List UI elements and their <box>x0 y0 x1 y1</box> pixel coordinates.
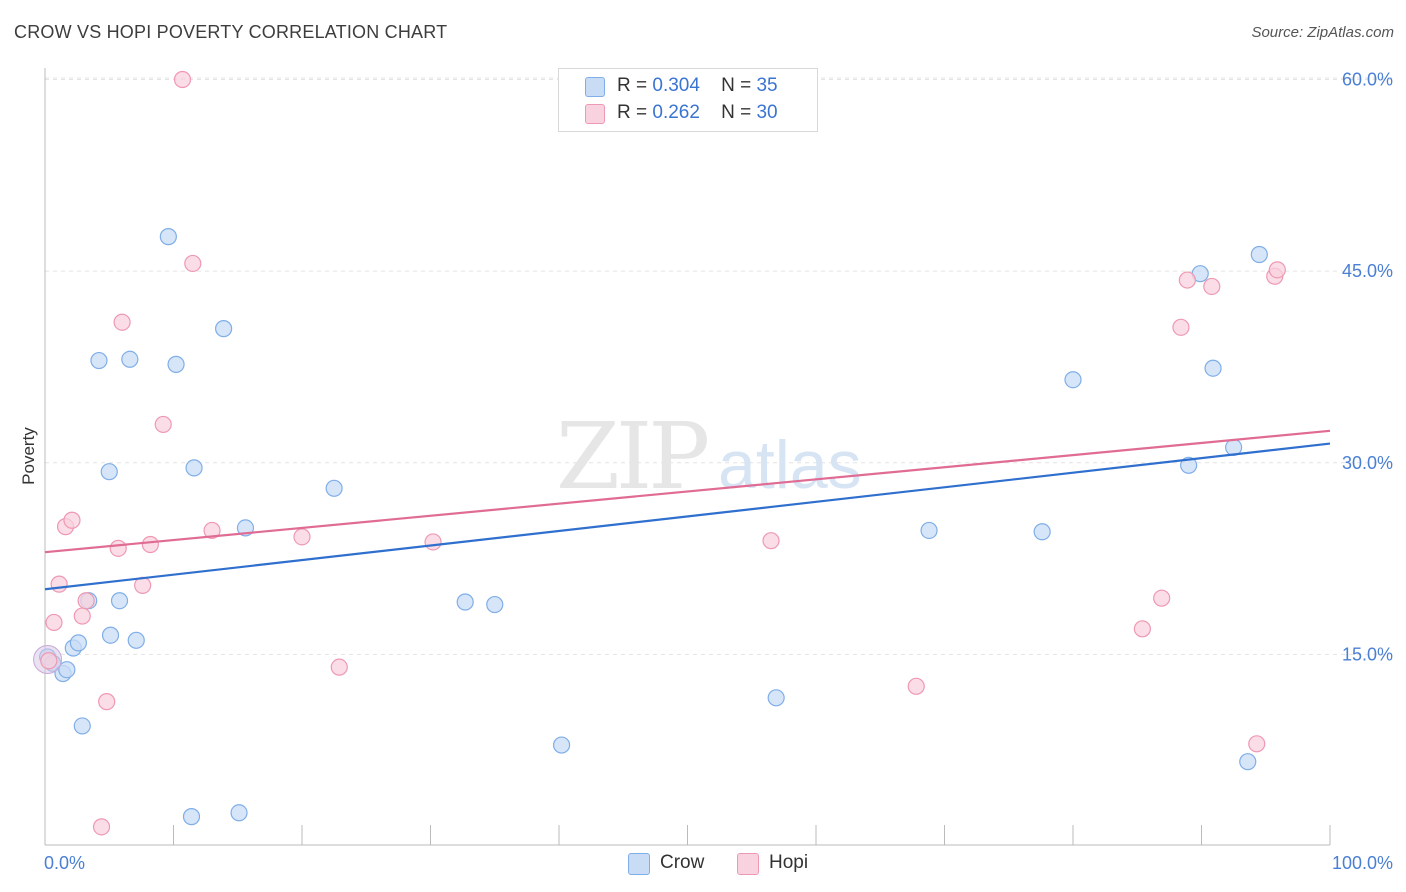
hopi-legend-label: Hopi <box>769 852 809 873</box>
crow-point-21 <box>325 479 343 497</box>
axes <box>44 68 1331 846</box>
y-tick-label-0: 15.0% <box>1342 644 1393 664</box>
hopi-point-9 <box>109 539 127 557</box>
y-axis-label: Poverty <box>19 427 38 485</box>
hopi-point-26 <box>1203 277 1221 296</box>
crow-legend-label: Crow <box>660 852 705 873</box>
hopi-point-23 <box>1153 589 1171 607</box>
hopi-r-label: R = <box>617 102 648 123</box>
crow-n-label: N = <box>721 75 752 96</box>
hopi-r-value: 0.262 <box>652 102 700 123</box>
crow-swatch <box>585 77 605 97</box>
crow-legend-swatch <box>628 853 650 875</box>
hopi-point-15 <box>184 254 202 273</box>
hopi-n-value: 30 <box>756 102 778 123</box>
hopi-point-2 <box>50 575 68 593</box>
hopi-point-5 <box>73 607 91 625</box>
crow-point-19 <box>230 804 248 822</box>
crow-point-23 <box>486 595 504 614</box>
hopi-point-16 <box>203 521 221 540</box>
crow-point-34 <box>1239 753 1257 771</box>
hopi-points <box>40 70 1286 836</box>
hopi-point-21 <box>907 677 925 695</box>
hopi-point-10 <box>113 313 131 331</box>
crow-point-17 <box>185 459 203 477</box>
hopi-trend-line <box>44 429 1331 554</box>
crow-point-3 <box>58 661 76 679</box>
hopi-point-25 <box>1178 271 1196 289</box>
y-tick-label-2: 45.0% <box>1342 261 1393 281</box>
crow-point-13 <box>127 631 145 649</box>
trend-lines <box>44 429 1331 591</box>
hopi-point-18 <box>330 658 348 676</box>
crow-point-24 <box>552 736 571 754</box>
legend-hopi-text: R = 0.262 N = 30 <box>617 102 778 124</box>
x-tick-label-0: 0.0% <box>44 853 85 873</box>
crow-trend-line <box>44 442 1331 591</box>
y-tick-label-3: 60.0% <box>1342 70 1393 90</box>
crow-point-12 <box>121 350 139 368</box>
crow-point-27 <box>1033 523 1051 541</box>
crow-point-6 <box>73 717 91 735</box>
crow-r-label: R = <box>617 75 648 96</box>
hopi-point-27 <box>1248 735 1266 753</box>
hopi-point-0 <box>40 652 58 670</box>
hopi-point-19 <box>424 533 442 551</box>
crow-point-25 <box>767 689 785 707</box>
hopi-point-13 <box>154 415 172 434</box>
hopi-swatch <box>585 104 605 124</box>
hopi-point-20 <box>762 532 780 550</box>
y-tick-label-1: 30.0% <box>1342 453 1393 473</box>
source-credit: Source: ZipAtlas.com <box>1251 24 1394 41</box>
crow-point-28 <box>1064 371 1082 389</box>
crow-point-16 <box>182 808 201 826</box>
crow-point-18 <box>215 320 233 338</box>
hopi-legend-swatch <box>737 853 759 875</box>
watermark: ZIP atlas <box>556 403 862 510</box>
crow-point-31 <box>1204 359 1222 377</box>
hopi-point-1 <box>45 613 63 632</box>
crow-point-22 <box>456 593 474 611</box>
crow-r-value: 0.304 <box>652 75 700 96</box>
y-tick-labels: 15.0% 30.0% 45.0% 60.0% <box>1342 70 1393 665</box>
crow-n-value: 35 <box>756 75 778 96</box>
hopi-point-17 <box>293 528 311 546</box>
grid-lines <box>45 77 1392 655</box>
hopi-point-14 <box>173 70 192 89</box>
hopi-n-label: N = <box>721 102 752 123</box>
crow-point-9 <box>100 463 118 481</box>
crow-point-14 <box>159 228 177 246</box>
hopi-point-29 <box>1268 261 1286 279</box>
hopi-point-6 <box>77 592 95 610</box>
crow-point-26 <box>920 521 938 540</box>
crow-point-8 <box>90 351 108 370</box>
chart-title: CROW VS HOPI POVERTY CORRELATION CHART <box>14 22 448 42</box>
hopi-point-24 <box>1172 318 1190 336</box>
watermark-atlas: atlas <box>718 427 862 503</box>
hopi-point-12 <box>141 535 159 554</box>
hopi-point-4 <box>63 511 81 529</box>
crow-point-10 <box>101 626 120 644</box>
x-tick-labels: 0.0% 100.0% <box>44 853 1393 873</box>
hopi-point-22 <box>1133 620 1151 638</box>
watermark-zip: ZIP <box>556 403 707 510</box>
crow-point-11 <box>110 592 129 610</box>
hopi-point-8 <box>98 693 116 711</box>
crow-point-15 <box>167 355 185 373</box>
stats-legend: R = 0.304 N = 35 R = 0.262 N = 30 <box>558 68 818 132</box>
crow-point-33 <box>1250 245 1268 264</box>
crow-point-29 <box>1180 456 1198 474</box>
legend-crow-text: R = 0.304 N = 35 <box>617 75 778 97</box>
x-tick-label-1: 100.0% <box>1332 853 1393 873</box>
crow-point-5 <box>69 634 88 652</box>
hopi-point-7 <box>92 818 111 836</box>
